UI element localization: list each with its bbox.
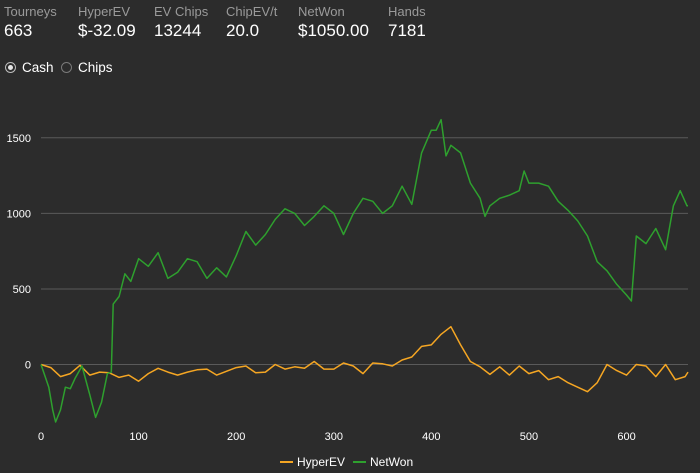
series-line-hyperev bbox=[40, 325, 689, 393]
x-tick-label: 200 bbox=[227, 431, 245, 443]
chips-radio[interactable]: Chips bbox=[61, 58, 113, 76]
stat-label: EV Chips bbox=[154, 4, 209, 19]
stat-value: 13244 bbox=[154, 21, 202, 40]
legend-label: NetWon bbox=[370, 455, 413, 469]
cash-radio[interactable]: Cash bbox=[5, 58, 54, 76]
radio-unchecked-icon[interactable] bbox=[61, 61, 72, 73]
chart-legend[interactable]: HyperEV NetWon bbox=[280, 455, 413, 469]
x-tick-label: 300 bbox=[325, 431, 343, 443]
stat-label: NetWon bbox=[298, 4, 345, 19]
y-tick-label: 1500 bbox=[7, 133, 31, 145]
stat-label: Hands bbox=[388, 4, 426, 19]
stat-value: $1050.00 bbox=[298, 21, 369, 40]
stat-tourneys: Tourneys 663 bbox=[4, 4, 57, 41]
chips-radio-label[interactable]: Chips bbox=[78, 59, 113, 75]
x-tick-label: 600 bbox=[617, 431, 635, 443]
series-line-netwon bbox=[40, 118, 688, 423]
y-tick-label: 0 bbox=[25, 360, 31, 372]
stat-hands: Hands 7181 bbox=[388, 4, 426, 41]
x-axis-ticks: 0 100 200 300 400 500 600 bbox=[38, 431, 636, 443]
stat-value: 20.0 bbox=[226, 21, 260, 40]
stat-value: 663 bbox=[4, 21, 33, 40]
legend-item-netwon[interactable]: NetWon bbox=[353, 455, 413, 469]
legend-item-hyperev[interactable]: HyperEV bbox=[280, 455, 345, 469]
x-tick-label: 0 bbox=[38, 431, 44, 443]
stat-hyperev: HyperEV $-32.09 bbox=[78, 4, 136, 41]
stat-netwon: NetWon $1050.00 bbox=[298, 4, 369, 41]
chart-grid bbox=[41, 137, 688, 366]
legend-label: HyperEV bbox=[297, 455, 345, 469]
stat-value: 7181 bbox=[388, 21, 426, 40]
stat-label: Tourneys bbox=[4, 4, 57, 19]
stat-label: HyperEV bbox=[78, 4, 131, 19]
y-axis-ticks: 0 500 1000 1500 bbox=[7, 133, 31, 372]
chart-series bbox=[40, 118, 689, 423]
x-tick-label: 400 bbox=[422, 431, 440, 443]
y-tick-label: 1000 bbox=[7, 208, 31, 220]
stat-label: ChipEV/t bbox=[226, 4, 278, 19]
radio-checked-icon[interactable] bbox=[5, 61, 16, 73]
stat-chipev-per-t: ChipEV/t 20.0 bbox=[226, 4, 277, 41]
x-tick-label: 500 bbox=[520, 431, 538, 443]
stat-value: $-32.09 bbox=[78, 21, 136, 40]
x-tick-label: 100 bbox=[129, 431, 147, 443]
stat-ev-chips: EV Chips 13244 bbox=[154, 4, 208, 41]
y-tick-label: 500 bbox=[13, 284, 31, 296]
cash-radio-label[interactable]: Cash bbox=[22, 59, 54, 75]
